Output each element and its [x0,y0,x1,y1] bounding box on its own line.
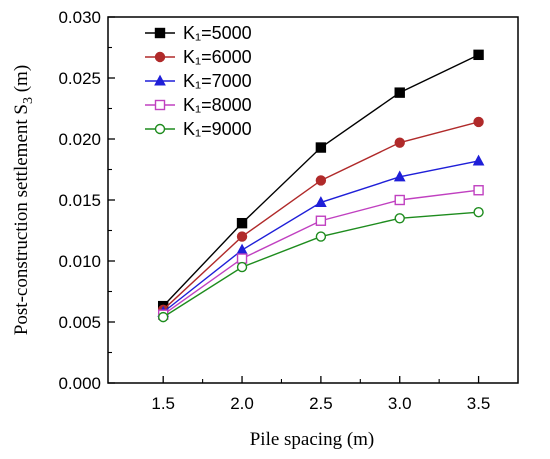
x-axis-title: Pile spacing (m) [250,429,375,450]
y-axis-title-subscript: 3 [21,97,36,104]
y-axis-title: Post-construction settlement S3 (m) [11,65,36,335]
data-point [473,116,484,128]
data-point [393,170,406,182]
y-tick-label: 0.010 [58,252,101,271]
y-tick-label: 0.020 [58,130,101,149]
x-tick-label: 1.5 [151,394,175,413]
series-line-5 [162,211,479,318]
legend-label: K₁=8000 [183,95,252,115]
legend-marker [154,27,166,39]
data-point [394,87,405,98]
x-tick-label: 2.0 [230,394,254,413]
series-line-4 [162,189,479,316]
data-point [394,137,405,148]
data-point [236,261,248,273]
x-tick-label: 2.5 [309,394,333,413]
data-point [236,217,248,229]
y-tick-label: 0.000 [58,374,101,393]
legend: K₁=5000 K₁=6000 K₁=7000 K₁=8000 K₁=9000 [145,23,252,139]
data-point [472,154,485,166]
legend-label: K₁=6000 [183,47,252,67]
data-point [236,243,248,255]
data-point [315,175,327,186]
legend-marker [154,51,166,63]
x-tick-label: 3.5 [467,394,491,413]
y-tick-label: 0.005 [58,313,101,332]
data-point [157,311,169,323]
data-point [315,142,327,153]
legend-marker [154,123,166,135]
x-tick-label: 3.0 [388,394,412,413]
legend-label: K₁=7000 [183,71,252,91]
data-point [315,215,327,226]
legend-label: K₁=9000 [183,119,252,139]
y-axis-title-main: Post-construction settlement S [11,104,32,335]
data-point [394,213,405,224]
legend-marker [154,99,166,111]
data-point [473,185,484,196]
legend-label: K₁=5000 [183,23,252,43]
y-axis-title-unit: (m) [11,65,32,97]
plot-frame [107,16,519,384]
data-point [394,194,405,206]
data-point [315,196,327,207]
data-point [315,231,327,242]
data-point [473,206,484,218]
y-tick-label: 0.030 [58,8,101,27]
y-tick-label: 0.015 [58,191,101,210]
data-point [473,49,484,61]
data-point [236,231,248,242]
data-point [236,253,248,264]
legend-marker [154,74,166,86]
y-tick-label: 0.025 [58,69,101,88]
